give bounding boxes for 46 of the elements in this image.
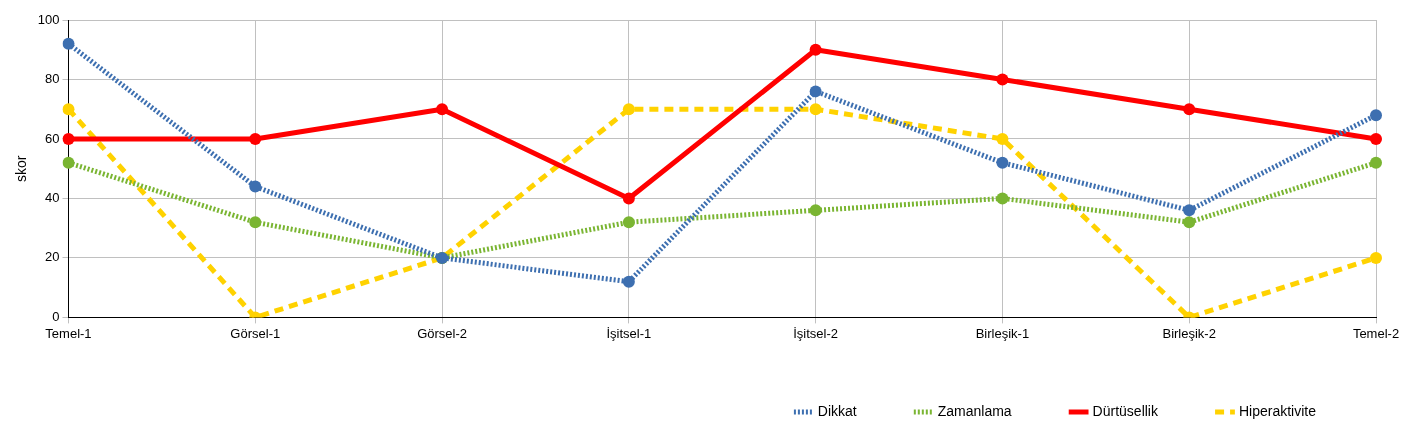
- point: [996, 156, 1009, 169]
- x-tick-label: Birleşik-2: [1162, 325, 1216, 341]
- point: [1370, 156, 1382, 169]
- y-tick-label: 40: [45, 190, 60, 206]
- point: [1370, 251, 1382, 264]
- point: [622, 192, 635, 205]
- x-tick-label: Birleşik-1: [975, 325, 1030, 341]
- y-tick-label: 100: [37, 11, 60, 27]
- point: [249, 132, 262, 145]
- legend-label: Zamanlama: [937, 402, 1012, 419]
- point: [62, 37, 75, 50]
- point: [996, 73, 1009, 86]
- legend-label: Dürtüsellik: [1092, 402, 1159, 419]
- point: [249, 216, 262, 229]
- y-tick-label: 20: [45, 249, 60, 265]
- point: [62, 103, 75, 116]
- point: [62, 132, 75, 145]
- x-tick-label: Görsel-1: [230, 325, 281, 341]
- point: [809, 43, 822, 56]
- point: [436, 103, 449, 116]
- point: [62, 156, 75, 169]
- point: [1370, 109, 1382, 122]
- point: [1183, 216, 1196, 229]
- point: [809, 204, 822, 217]
- point: [622, 275, 635, 288]
- point: [1183, 204, 1196, 217]
- point: [1370, 132, 1382, 145]
- x-tick-label: Temel-1: [45, 325, 92, 341]
- point: [249, 180, 262, 193]
- point: [809, 103, 822, 116]
- x-tick-label: Görsel-2: [417, 325, 467, 341]
- x-tick-label: İşitsel-1: [606, 325, 652, 341]
- point: [1183, 103, 1196, 116]
- y-tick-label: 80: [45, 71, 60, 87]
- x-tick-label: Temel-2: [1352, 325, 1400, 341]
- point: [622, 103, 635, 116]
- y-tick-label: 60: [45, 130, 60, 146]
- legend-label: Hiperaktivite: [1238, 402, 1317, 419]
- y-tick-label: 0: [52, 308, 60, 324]
- y-axis-title: skor: [13, 155, 30, 182]
- point: [996, 132, 1009, 145]
- point: [996, 192, 1009, 205]
- point: [809, 85, 822, 98]
- x-tick-label: İşitsel-2: [793, 325, 839, 341]
- legend-label: Dikkat: [817, 402, 857, 419]
- point: [622, 216, 635, 229]
